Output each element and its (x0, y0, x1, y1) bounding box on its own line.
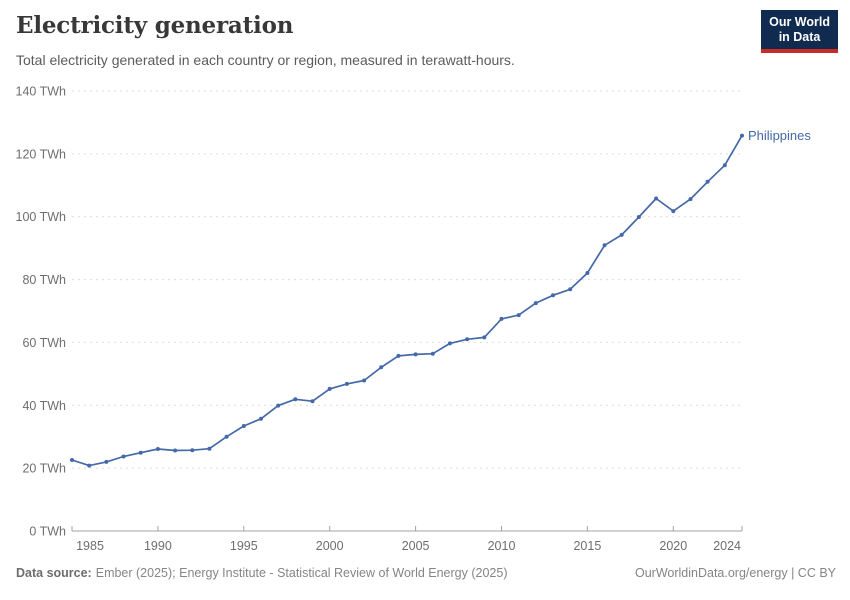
data-source-label: Data source: (16, 566, 92, 580)
y-tick-label: 20 TWh (22, 462, 66, 476)
y-tick-label: 100 TWh (16, 210, 67, 224)
data-point[interactable] (87, 463, 92, 468)
data-point[interactable] (533, 301, 538, 306)
data-point[interactable] (241, 424, 246, 428)
x-tick-label: 2020 (659, 539, 687, 553)
data-point[interactable] (396, 353, 401, 358)
data-point[interactable] (516, 313, 521, 318)
data-point[interactable] (482, 335, 487, 340)
chart-subtitle: Total electricity generated in each coun… (16, 52, 515, 68)
data-point[interactable] (379, 365, 384, 370)
data-point[interactable] (585, 271, 590, 275)
y-tick-label: 80 TWh (22, 273, 66, 287)
data-point[interactable] (310, 399, 315, 404)
data-point[interactable] (705, 179, 710, 184)
data-point[interactable] (293, 397, 298, 402)
data-point[interactable] (121, 454, 126, 459)
y-tick-label: 120 TWh (16, 147, 67, 161)
data-point[interactable] (138, 450, 143, 455)
y-tick-label: 0 TWh (29, 525, 66, 539)
y-tick-label: 140 TWh (16, 85, 67, 99)
data-point[interactable] (104, 459, 109, 464)
data-point[interactable] (362, 378, 367, 383)
data-point[interactable] (327, 386, 332, 391)
data-point[interactable] (447, 341, 452, 346)
data-point[interactable] (602, 243, 607, 248)
y-tick-label: 60 TWh (22, 336, 66, 350)
data-point[interactable] (173, 448, 178, 453)
x-tick-label: 2015 (573, 539, 601, 553)
data-point[interactable] (413, 352, 418, 357)
x-tick-label: 1990 (144, 539, 172, 553)
data-point[interactable] (671, 209, 676, 214)
data-point[interactable] (465, 337, 470, 342)
data-source-text: Ember (2025); Energy Institute - Statist… (95, 566, 508, 580)
x-tick-label: 2024 (713, 539, 741, 553)
data-point[interactable] (430, 351, 435, 356)
series-line[interactable] (71, 135, 743, 467)
owid-logo-line2: in Data (778, 30, 821, 44)
y-tick-label: 40 TWh (22, 399, 66, 413)
data-point[interactable] (259, 416, 263, 421)
data-point[interactable] (499, 316, 504, 321)
data-source: Data source: Ember (2025); Energy Institu… (16, 566, 507, 580)
owid-logo[interactable]: Our World in Data (761, 10, 838, 53)
x-tick-label: 2010 (488, 539, 516, 553)
data-point[interactable] (636, 215, 641, 219)
x-tick-label: 1995 (230, 539, 258, 553)
data-point[interactable] (276, 403, 281, 408)
data-point[interactable] (568, 287, 573, 292)
chart-footer: Data source: Ember (2025); Energy Institu… (16, 566, 836, 580)
x-tick-label: 2005 (402, 539, 430, 553)
data-point[interactable] (190, 448, 195, 453)
data-point[interactable] (224, 434, 229, 439)
data-point[interactable] (619, 232, 624, 237)
series-end-label[interactable]: Philippines (748, 128, 811, 143)
data-point[interactable] (70, 458, 74, 462)
data-point[interactable] (740, 133, 744, 138)
page-title: Electricity generation (16, 12, 294, 39)
data-point[interactable] (155, 447, 160, 451)
owid-logo-line1: Our World (769, 15, 830, 29)
data-point[interactable] (722, 163, 727, 168)
license-note: OurWorldinData.org/energy | CC BY (634, 566, 836, 580)
data-point[interactable] (654, 196, 659, 201)
x-tick-label: 2000 (316, 539, 344, 553)
data-point[interactable] (207, 446, 212, 451)
data-point[interactable] (688, 197, 693, 202)
data-point[interactable] (344, 381, 349, 386)
x-tick-label: 1985 (76, 539, 104, 553)
data-point[interactable] (551, 293, 555, 298)
